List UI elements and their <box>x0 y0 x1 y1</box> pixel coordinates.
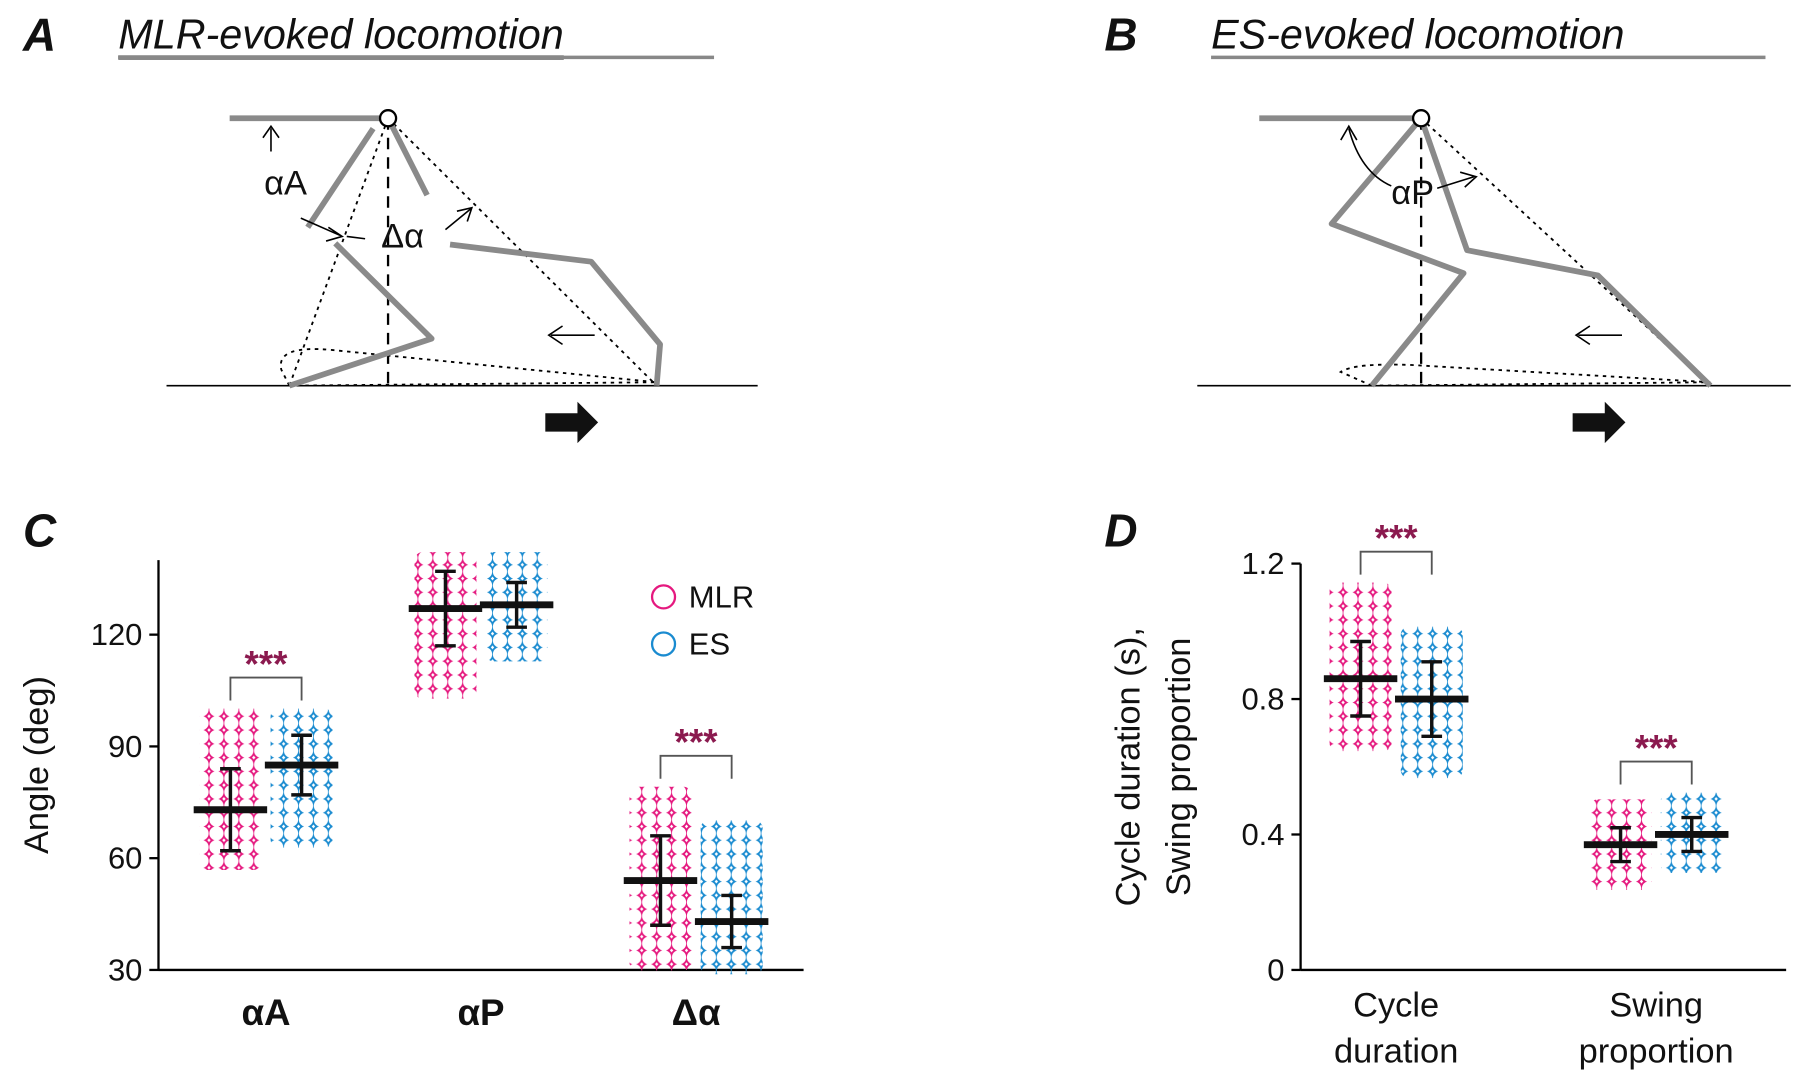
panel-label: D <box>1104 504 1137 556</box>
y-tick-label: 60 <box>108 841 142 876</box>
hip-joint <box>378 109 398 128</box>
dotted-lines <box>1338 117 1712 387</box>
hip-joint <box>1411 109 1431 128</box>
panel-label: A <box>22 8 56 60</box>
significance-bracket <box>229 676 303 701</box>
dotted-lines <box>279 117 658 387</box>
y-tick-label: 120 <box>91 617 143 652</box>
panel-label: C <box>23 504 57 556</box>
x-tick-label: Δα <box>672 992 721 1033</box>
x-tick-label: duration <box>1334 1032 1458 1070</box>
y-tick-label: 90 <box>108 729 142 764</box>
y-tick-label: 0.8 <box>1241 682 1284 717</box>
legend-label: MLR <box>689 579 754 614</box>
y-tick-label: 0 <box>1267 952 1284 987</box>
significance-label: *** <box>1375 517 1419 558</box>
panel-title: ES-evoked locomotion <box>1211 11 1624 57</box>
annotation: αA <box>264 165 307 203</box>
y-axis-label: Angle (deg) <box>18 676 56 854</box>
leg-front <box>288 126 435 389</box>
leg-back <box>385 116 663 386</box>
x-tick-label: Swing <box>1609 987 1703 1025</box>
legend-marker <box>650 584 677 610</box>
significance-bracket <box>1619 760 1693 785</box>
y-tick-label: 0.4 <box>1241 817 1284 852</box>
angle-arrow <box>300 217 366 242</box>
significance-bracket <box>1359 550 1433 575</box>
leg-back <box>1418 117 1713 388</box>
significance-label: *** <box>245 643 289 684</box>
significance-bracket <box>659 754 733 779</box>
annotation: Δα <box>381 217 424 255</box>
leg-front <box>1328 116 1467 388</box>
legend-marker <box>650 631 677 657</box>
angle-arrow <box>1340 124 1478 190</box>
direction-arrow <box>1572 401 1626 444</box>
y-tick-label: 30 <box>108 952 142 987</box>
panel-label: B <box>1104 8 1137 60</box>
arrow <box>1574 325 1622 346</box>
significance-label: *** <box>1635 727 1679 768</box>
annotation: αP <box>1391 174 1434 212</box>
x-tick-label: proportion <box>1579 1032 1734 1070</box>
panel-b: B ES-evoked locomotion αP <box>1104 8 1791 444</box>
panel-a: A MLR-evoked locomotion αA Δα <box>22 8 758 444</box>
angle-arrow <box>262 124 280 152</box>
angle-arrow <box>444 206 474 231</box>
panel-title: MLR-evoked locomotion <box>118 11 563 57</box>
legend-label: ES <box>689 626 730 661</box>
y-tick-label: 1.2 <box>1241 546 1284 581</box>
direction-arrow <box>545 401 599 444</box>
x-tick-label: αA <box>241 992 290 1033</box>
significance-label: *** <box>675 722 719 763</box>
x-tick-label: αP <box>457 992 504 1033</box>
x-tick-label: Cycle <box>1353 987 1439 1025</box>
arrow <box>547 325 595 346</box>
y-axis-label: Swing proportion <box>1160 638 1198 896</box>
y-axis-label: Cycle duration (s), <box>1109 627 1147 906</box>
